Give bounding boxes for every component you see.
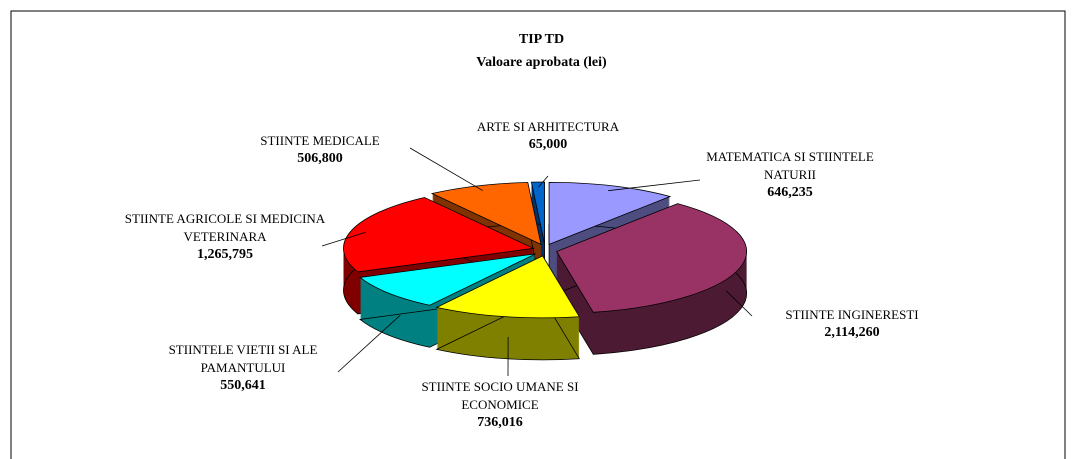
- value-label: 550,641: [220, 378, 266, 393]
- value-label: 65,000: [528, 137, 568, 152]
- slice-label: STIINTELE VIETII SI ALE PAMANTULUI 550,64…: [128, 341, 358, 395]
- value-label: 646,235: [767, 185, 813, 200]
- slice-label: STIINTE AGRICOLE SI MEDICINA VETERINARA 1…: [110, 210, 340, 264]
- category-label: STIINTE AGRICOLE SI MEDICINA VETERINARA: [124, 211, 326, 244]
- slice-side-edge: [359, 295, 536, 348]
- slice: [359, 253, 536, 306]
- slice-label: STIINTE MEDICALE 506,800: [230, 132, 410, 168]
- slice-side-edge: [435, 297, 580, 361]
- leader-line: [608, 179, 701, 192]
- leader-line: [409, 147, 483, 191]
- category-label: STIINTELE VIETII SI ALE PAMANTULUI: [168, 342, 318, 375]
- slice: [530, 181, 545, 245]
- chart-title: TIP TD: [518, 32, 565, 47]
- leader-line: [337, 314, 401, 373]
- category-label: STIINTE INGINERESTI: [785, 307, 919, 322]
- slice-label: STIINTE INGINERESTI 2,114,260: [762, 306, 942, 342]
- value-label: 2,114,260: [824, 325, 880, 340]
- value-label: 1,265,795: [197, 247, 253, 262]
- category-label: STIINTE MEDICALE: [260, 133, 380, 148]
- slice-label: ARTE SI ARHITECTURA 65,000: [458, 118, 638, 154]
- slice: [548, 181, 672, 245]
- slice: [435, 255, 580, 319]
- leader-line: [725, 290, 753, 317]
- value-label: 506,800: [297, 151, 343, 166]
- slice: [430, 182, 542, 246]
- leader-line: [538, 175, 549, 188]
- slice: [556, 203, 748, 313]
- slice: [343, 197, 535, 273]
- category-label: STIINTE SOCIO UMANE SI ECONOMICE: [421, 379, 579, 412]
- category-label: MATEMATICA SI STIINTELE NATURII: [706, 149, 874, 182]
- slice-label: STIINTE SOCIO UMANE SI ECONOMICE 736,016: [400, 378, 600, 432]
- value-label: 736,016: [477, 415, 523, 430]
- frame: [10, 10, 1066, 459]
- category-label: ARTE SI ARHITECTURA: [476, 119, 620, 134]
- leader-line: [321, 231, 366, 247]
- chart-subtitle: Valoare aprobata (lei): [476, 55, 607, 70]
- slice-label: MATEMATICA SI STIINTELE NATURII 646,235: [705, 148, 875, 202]
